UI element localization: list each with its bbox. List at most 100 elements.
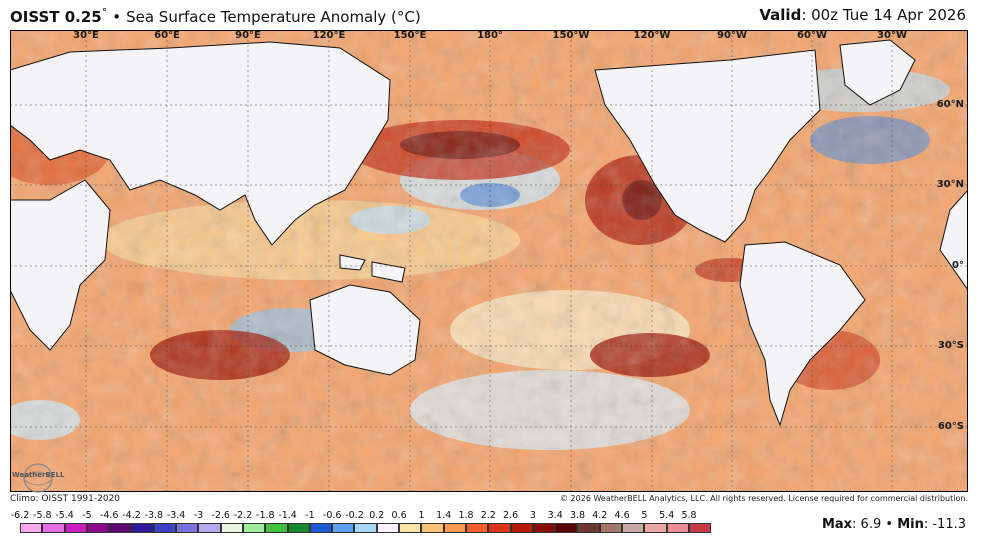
- greenland-land: [839, 39, 916, 106]
- colorbar-swatch: [354, 523, 377, 533]
- colorbar-tick-label: 1: [418, 510, 425, 521]
- colorbar-swatch: [532, 523, 556, 533]
- lat-label-60s: 60°S: [937, 421, 964, 432]
- colorbar-swatch: [153, 523, 177, 533]
- logo-text: WeatherBELL: [12, 471, 65, 479]
- colorbar-swatch: [309, 523, 333, 533]
- colorbar-swatch: [42, 523, 65, 533]
- colorbar-tick-label: 1.8: [458, 510, 474, 521]
- colorbar-swatch: [242, 523, 266, 533]
- lon-label-90e: 90°E: [235, 30, 261, 41]
- colorbar-swatch: [131, 523, 154, 533]
- colorbar-tick-label: -1.4: [278, 510, 297, 521]
- colorbar-tick-label: -1: [305, 510, 315, 521]
- colorbar-tick-label: 3.8: [569, 510, 586, 521]
- colorbar-tick-label: 1.4: [436, 510, 452, 521]
- colorbar-labels: -6.2 -5.8 -5.4 -5 -4.6 -4.2 -3.8 -3.4 -3 -2.6 -2.2…: [10, 510, 702, 522]
- lat-label-30s: 30°S: [937, 340, 964, 351]
- colorbar-swatch: [555, 523, 578, 533]
- map-border: [10, 30, 968, 492]
- lat-label-30n: 30°N: [936, 179, 964, 190]
- min-value: : -11.3: [923, 517, 966, 532]
- colorbar-tick-label: -2.6: [211, 510, 230, 521]
- lon-label-60e: 60°E: [154, 30, 180, 41]
- colorbar-swatch: [332, 523, 355, 533]
- colorbar-swatch: [86, 523, 110, 533]
- colorbar-tick-label: -5.8: [33, 510, 52, 521]
- colorbar-tick-label: 5: [641, 510, 648, 521]
- lon-label-120e: 120°E: [312, 30, 346, 41]
- colorbar-tick-label: -0.6: [322, 510, 342, 521]
- climatology-note: Climo: OISST 1991-2020: [10, 494, 121, 504]
- colorbar-tick-label: -5: [82, 510, 92, 521]
- valid-time: Valid: 00z Tue 14 Apr 2026: [759, 6, 966, 24]
- colorbar-swatch: [465, 523, 489, 533]
- colorbar-tick-label: 0.6: [391, 510, 407, 521]
- valid-label: Valid: [759, 6, 802, 24]
- australia-land: [309, 284, 421, 376]
- colorbar-swatch: [20, 523, 43, 533]
- colorbar-swatch: [622, 523, 645, 533]
- sst-anomaly-map: 30°E 60°E 90°E 120°E 150°E 180° 150°W 12…: [10, 30, 968, 492]
- colorbar-swatch: [488, 523, 511, 533]
- colorbar-tick-label: -6.2: [10, 510, 30, 521]
- graticule: [10, 30, 968, 492]
- map-subtitle: Sea Surface Temperature Anomaly (°C): [126, 8, 421, 26]
- lon-label-150w: 150°W: [552, 30, 590, 41]
- lat-label-equator: 0°: [952, 260, 964, 271]
- colorbar-swatch: [443, 523, 466, 533]
- colorbar-tick-label: -3: [193, 510, 204, 521]
- eurasia-land: [10, 41, 391, 246]
- lon-label-30w: 30°W: [877, 30, 907, 41]
- max-min-readout: Max: 6.9 • Min: -11.3: [822, 517, 966, 532]
- product-degree: °: [101, 6, 108, 19]
- colorbar-swatch: [666, 523, 689, 533]
- north-america-land: [594, 49, 821, 243]
- header: OISST 0.25° • Sea Surface Temperature Anom…: [0, 0, 984, 30]
- colorbar-tick-label: -5.4: [55, 510, 74, 521]
- colorbar-tick-label: -1.8: [256, 510, 275, 521]
- map-canvas: [10, 30, 968, 492]
- colorbar-tick-label: -3.8: [144, 510, 164, 521]
- lon-label-180: 180°: [477, 30, 503, 41]
- colorbar-swatch: [688, 523, 712, 533]
- africa-land: [10, 179, 111, 351]
- lon-label-30e: 30°E: [73, 30, 99, 41]
- colorbar-swatch: [220, 523, 243, 533]
- lon-label-120w: 120°W: [633, 30, 671, 41]
- colorbar-swatch: [644, 523, 667, 533]
- colorbar-swatch: [599, 523, 623, 533]
- max-min-separator: •: [885, 517, 894, 532]
- title-bullet: •: [112, 8, 122, 26]
- colorbar-legend: -6.2 -5.8 -5.4 -5 -4.6 -4.2 -3.8 -3.4 -3 -2.6 -2.2…: [10, 510, 712, 540]
- product-name: OISST 0.25: [10, 8, 102, 26]
- landmasses: [10, 39, 968, 427]
- colorbar-tick-label: 3.4: [547, 510, 563, 521]
- colorbar-swatches: [20, 523, 712, 533]
- logo-globe-icon: [23, 463, 53, 493]
- colorbar-swatch: [265, 523, 288, 533]
- colorbar-swatch: [287, 523, 310, 533]
- colorbar-tick-label: 4.2: [592, 510, 608, 521]
- max-value: : 6.9: [852, 517, 882, 532]
- colorbar-swatch: [198, 523, 221, 533]
- colorbar-tick-label: 3: [529, 510, 536, 521]
- map-title: OISST 0.25° • Sea Surface Temperature Anom…: [10, 6, 421, 26]
- colorbar-swatch: [176, 523, 199, 533]
- colorbar-tick-label: -4.2: [122, 510, 141, 521]
- colorbar-tick-label: 4.6: [614, 510, 630, 521]
- min-label: Min: [897, 517, 924, 532]
- colorbar-tick-label: 2.6: [503, 510, 519, 521]
- colorbar-tick-label: -0.2: [345, 510, 364, 521]
- africa-east-edge-land: [939, 189, 968, 291]
- lat-label-60n: 60°N: [936, 99, 964, 110]
- colorbar-tick-label: -4.6: [99, 510, 119, 521]
- colorbar-swatch: [399, 523, 422, 533]
- weatherbell-logo: WeatherBELL: [12, 462, 65, 494]
- colorbar-tick-label: 5.4: [659, 510, 675, 521]
- valid-value: : 00z Tue 14 Apr 2026: [801, 6, 966, 24]
- lon-label-60w: 60°W: [797, 30, 827, 41]
- colorbar-tick-label: -2.2: [233, 510, 253, 521]
- colorbar-tick-label: 5.8: [681, 510, 697, 521]
- lon-label-90w: 90°W: [717, 30, 747, 41]
